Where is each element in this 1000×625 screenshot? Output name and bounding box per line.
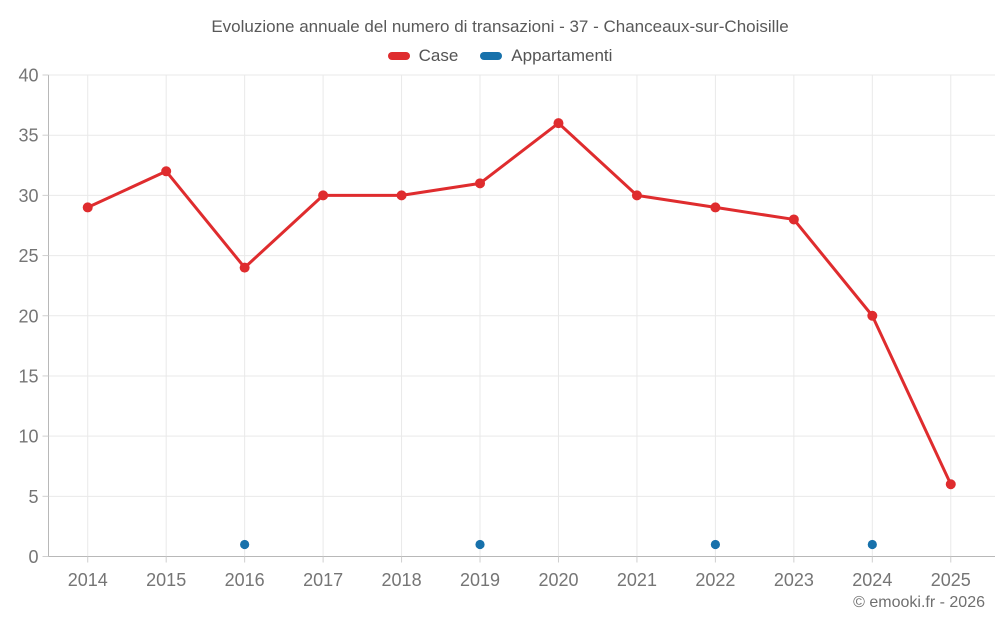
data-point-appartamenti[interactable]	[240, 539, 250, 550]
y-tick-label: 10	[18, 427, 38, 447]
y-tick-label: 0	[28, 547, 38, 567]
legend-item-appartamenti[interactable]: Appartamenti	[480, 45, 612, 67]
y-tick-label: 20	[18, 306, 38, 326]
y-tick-label: 35	[18, 126, 38, 146]
legend-label-appartamenti: Appartamenti	[511, 46, 613, 65]
x-tick-label: 2022	[695, 570, 735, 590]
x-tick-label: 2023	[774, 570, 814, 590]
series-line-case	[86, 121, 953, 486]
x-tick-label: 2018	[382, 570, 422, 590]
y-tick-label: 5	[28, 487, 38, 507]
y-tick-label: 40	[18, 66, 38, 86]
data-point-case[interactable]	[945, 479, 956, 490]
x-tick-label: 2017	[303, 570, 343, 590]
chart-title: Evoluzione annuale del numero di transaz…	[211, 17, 789, 36]
data-point-case[interactable]	[475, 178, 486, 189]
y-tick-label: 25	[18, 246, 38, 266]
data-point-appartamenti[interactable]	[475, 539, 485, 550]
x-tick-label: 2015	[146, 570, 186, 590]
legend-marker-appartamenti-icon	[480, 52, 503, 60]
x-tick-label: 2021	[617, 570, 657, 590]
x-tick-label: 2016	[225, 570, 265, 590]
x-tick-label: 2025	[931, 570, 971, 590]
x-tick-label: 2019	[460, 570, 500, 590]
footer-credit: © emooki.fr - 2026	[853, 594, 985, 611]
y-tick-label: 15	[18, 366, 38, 386]
x-tick-label: 2014	[68, 570, 108, 590]
data-point-case[interactable]	[710, 202, 721, 213]
data-point-appartamenti[interactable]	[867, 539, 877, 550]
legend-marker-case-icon	[387, 52, 410, 60]
data-point-case[interactable]	[631, 190, 642, 201]
chart-legend: Case Appartamenti	[0, 45, 1000, 67]
legend-label-case: Case	[418, 46, 459, 65]
x-tick-label: 2020	[538, 570, 578, 590]
data-point-case[interactable]	[553, 118, 564, 129]
y-tick-label: 30	[18, 186, 38, 206]
data-point-case[interactable]	[788, 214, 799, 225]
data-point-case[interactable]	[396, 190, 407, 201]
data-point-case[interactable]	[161, 166, 172, 177]
data-point-case[interactable]	[318, 190, 329, 201]
data-point-case[interactable]	[82, 202, 93, 213]
data-point-case[interactable]	[239, 262, 250, 273]
x-tick-label: 2024	[852, 570, 892, 590]
legend-item-case[interactable]: Case	[387, 45, 459, 67]
data-point-case[interactable]	[867, 310, 878, 321]
data-point-appartamenti[interactable]	[710, 539, 720, 550]
